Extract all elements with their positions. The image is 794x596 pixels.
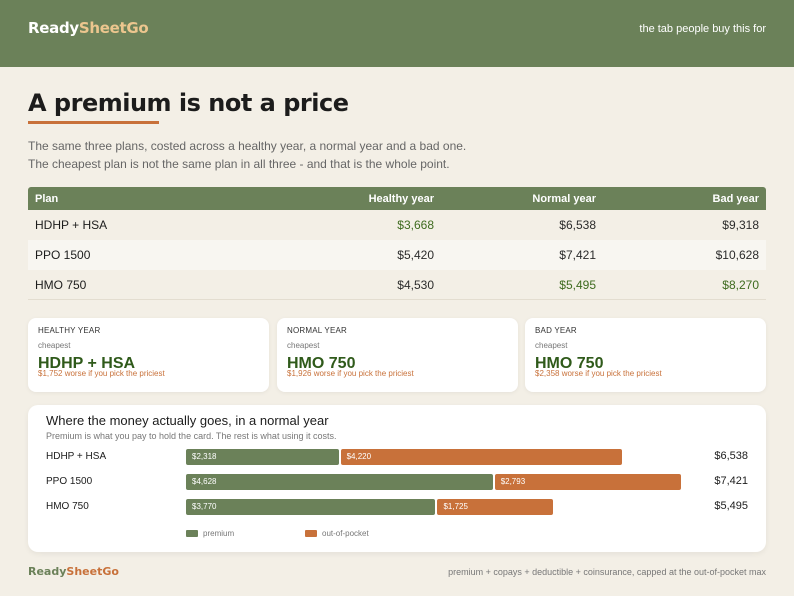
cell-normal: $7,421 [559,248,596,262]
bar-premium: $3,770 [186,499,436,515]
bar-category-label: HDHP + HSA [46,451,107,462]
legend-label: premium [203,529,235,538]
cell-healthy: $5,420 [397,248,434,262]
card-cheapest-label: cheapest [287,341,320,350]
title-underline [28,121,159,124]
table-row: HMO 750 $4,530 $5,495 $8,270 [28,270,766,300]
footer-brand-ready: Ready [28,565,67,578]
legend-swatch [305,530,317,537]
bar-premium: $2,318 [186,449,339,465]
cell-normal: $5,495 [559,277,596,292]
card-bad-year: BAD YEAR cheapest HMO 750 $2,358 worse i… [525,318,766,392]
subtitle-line: The cheapest plan is not the same plan i… [28,157,450,171]
table-row: PPO 1500 $5,420 $7,421 $10,628 [28,240,766,270]
bar-total: $7,421 [714,475,748,487]
bar-category-label: HMO 750 [46,501,89,512]
header-plan: Plan [35,192,59,205]
card-normal-year: NORMAL YEAR cheapest HMO 750 $1,926 wors… [277,318,518,392]
card-plan: HMO 750 [535,355,604,372]
page-subtitle: The same three plans, costed across a he… [28,137,466,173]
header-healthy: Healthy year [368,192,434,205]
bar-out-of-pocket: $1,725 [437,499,553,515]
footer-note: premium + copays + deductible + coinsura… [448,567,766,577]
table-header-row: Plan Healthy year Normal year Bad year [28,187,766,210]
legend-oop: out-of-pocket [305,529,369,538]
cell-healthy: $3,668 [397,218,434,232]
card-label: BAD YEAR [535,326,577,335]
cell-normal: $6,538 [559,218,596,232]
header-bar: ReadySheetGo the tab people buy this for [0,0,794,67]
bar-premium: $4,628 [186,474,493,490]
footer-brand-sheetgo: SheetGo [66,565,119,578]
cost-table: Plan Healthy year Normal year Bad year H… [28,187,766,300]
legend-label: out-of-pocket [322,529,369,538]
legend-premium: premium [186,529,234,538]
legend-swatch [186,530,198,537]
money-breakdown-panel: Where the money actually goes, in a norm… [28,405,766,552]
table-row: HDHP + HSA $3,668 $6,538 $9,318 [28,210,766,240]
card-worse-note: $2,358 worse if you pick the priciest [535,369,662,378]
cell-plan: HMO 750 [35,277,87,292]
brand-sheetgo: SheetGo [78,19,149,37]
cell-bad: $8,270 [722,277,759,292]
cell-plan: HDHP + HSA [35,218,108,232]
panel-subtitle: Premium is what you pay to hold the card… [46,431,337,441]
header-normal: Normal year [532,192,596,205]
card-worse-note: $1,752 worse if you pick the priciest [38,369,165,378]
bar-out-of-pocket: $4,220 [340,449,623,465]
bar-out-of-pocket: $2,793 [494,474,681,490]
card-plan: HDHP + HSA [38,355,136,372]
card-worse-note: $1,926 worse if you pick the priciest [287,369,414,378]
card-cheapest-label: cheapest [535,341,568,350]
bar-total: $5,495 [714,500,748,512]
cell-bad: $10,628 [715,248,759,262]
card-healthy-year: HEALTHY YEAR cheapest HDHP + HSA $1,752 … [28,318,269,392]
cell-bad: $9,318 [722,218,759,232]
card-label: NORMAL YEAR [287,326,347,335]
subtitle-line: The same three plans, costed across a he… [28,139,467,153]
bar-category-label: PPO 1500 [46,476,93,487]
footer-brand: ReadySheetGo [28,565,119,578]
bar-total: $6,538 [714,450,748,462]
card-plan: HMO 750 [287,355,356,372]
tagline: the tab people buy this for [639,23,766,35]
card-cheapest-label: cheapest [38,341,71,350]
card-label: HEALTHY YEAR [38,326,101,335]
header-bad: Bad year [712,192,759,205]
brand-logo: ReadySheetGo [28,19,149,37]
panel-title: Where the money actually goes, in a norm… [46,413,329,428]
brand-ready: Ready [28,19,79,37]
cell-plan: PPO 1500 [35,248,91,262]
cell-healthy: $4,530 [397,277,434,292]
page-title: A premium is not a price [28,89,349,117]
